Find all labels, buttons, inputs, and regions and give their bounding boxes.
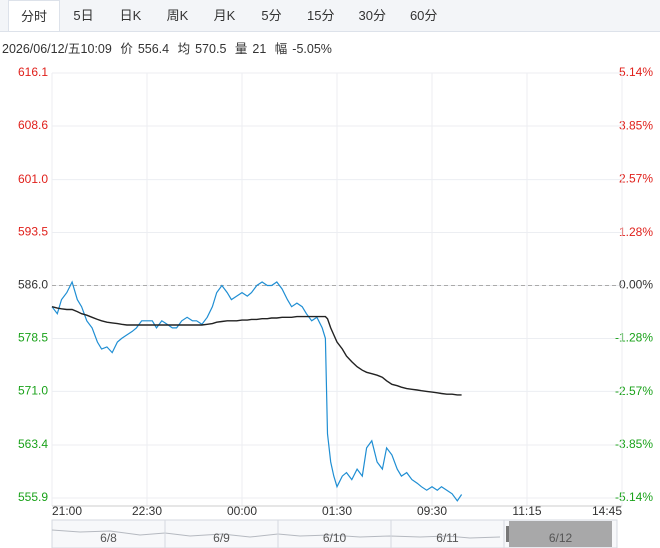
period-tab[interactable]: 月K — [213, 8, 236, 23]
y-tick-label: 563.4 — [18, 437, 48, 451]
y-tick-label: 586.0 — [18, 278, 48, 292]
series-line — [51, 280, 463, 502]
period-tab[interactable]: 分时 — [8, 0, 61, 31]
period-tab[interactable]: 周K — [166, 8, 189, 23]
navigator-label: 6/11 — [436, 531, 459, 545]
navigator-label: 6/12 — [549, 531, 573, 545]
navigator[interactable]: 6/8 6/9 6/10 6/11 6/12 — [51, 519, 618, 548]
period-tab[interactable]: 日K — [119, 8, 142, 23]
volume-label: 量 — [234, 42, 248, 56]
navigator-label: 6/8 — [100, 531, 117, 545]
period-tab[interactable]: 5分 — [261, 8, 282, 23]
quote-info: 2026/06/12/五10:09 价 556.4 均 570.5 量 21 幅 -5.… — [2, 38, 337, 57]
period-tab[interactable]: 30分 — [358, 8, 386, 23]
y-tick-label: 578.5 — [18, 331, 48, 345]
navigator-label: 6/9 — [213, 531, 230, 545]
y-tick-label: 555.9 — [18, 490, 48, 504]
x-tick-label: 01:30 — [322, 504, 352, 518]
x-tick-label: 22:30 — [132, 504, 162, 518]
y-tick-label: 616.1 — [18, 65, 48, 79]
y2-tick-label: -3.85% — [615, 437, 653, 451]
y-tick-label: 608.6 — [18, 118, 48, 132]
quote-time: 2026/06/12/五10:09 — [2, 42, 112, 56]
x-tick-label: 21:00 — [52, 504, 82, 518]
period-tab[interactable]: 60分 — [409, 8, 438, 23]
navigator-handle — [506, 526, 509, 542]
change-value: -5.05% — [292, 42, 332, 56]
y-tick-label: 593.5 — [18, 225, 48, 239]
period-tab[interactable]: 15分 — [307, 8, 335, 23]
navigator-selection — [509, 521, 612, 547]
x-tick-label: 09:30 — [417, 504, 447, 518]
chart: 6/8 6/9 6/10 6/11 6/12 616.1 608.6 601.0 593.5 5… — [18, 65, 653, 548]
series-line — [51, 306, 462, 396]
y-tick-label: 601.0 — [18, 172, 48, 186]
y2-tick-label: 3.85% — [619, 119, 653, 133]
price-label: 价 — [120, 42, 133, 56]
x-tick-label: 00:00 — [227, 504, 257, 518]
y2-tick-label: 1.28% — [619, 225, 653, 239]
avg-label: 均 — [177, 42, 191, 56]
navigator-label: 6/10 — [323, 531, 347, 545]
x-tick-label: 14:45 — [592, 504, 622, 518]
y2-tick-label: -1.28% — [615, 331, 653, 345]
x-tick-label: 11:15 — [512, 504, 541, 518]
y2-tick-label: 2.57% — [619, 171, 653, 185]
y2-tick-label: -5.14% — [615, 490, 653, 504]
y-tick-label: 571.0 — [18, 384, 48, 398]
change-label: 幅 — [274, 42, 288, 56]
avg-value: 570.5 — [195, 42, 227, 56]
y2-tick-label: 5.14% — [619, 65, 653, 79]
y2-tick-label: -2.57% — [615, 384, 653, 398]
period-tab[interactable]: 5日 — [73, 8, 94, 23]
volume-value: 21 — [252, 42, 267, 56]
price-value: 556.4 — [137, 42, 170, 56]
y2-tick-label: 0.00% — [619, 278, 653, 292]
period-tabs: 分时 5日 日K 周K 月K 5分 15分 30分 60分 — [0, 0, 660, 32]
